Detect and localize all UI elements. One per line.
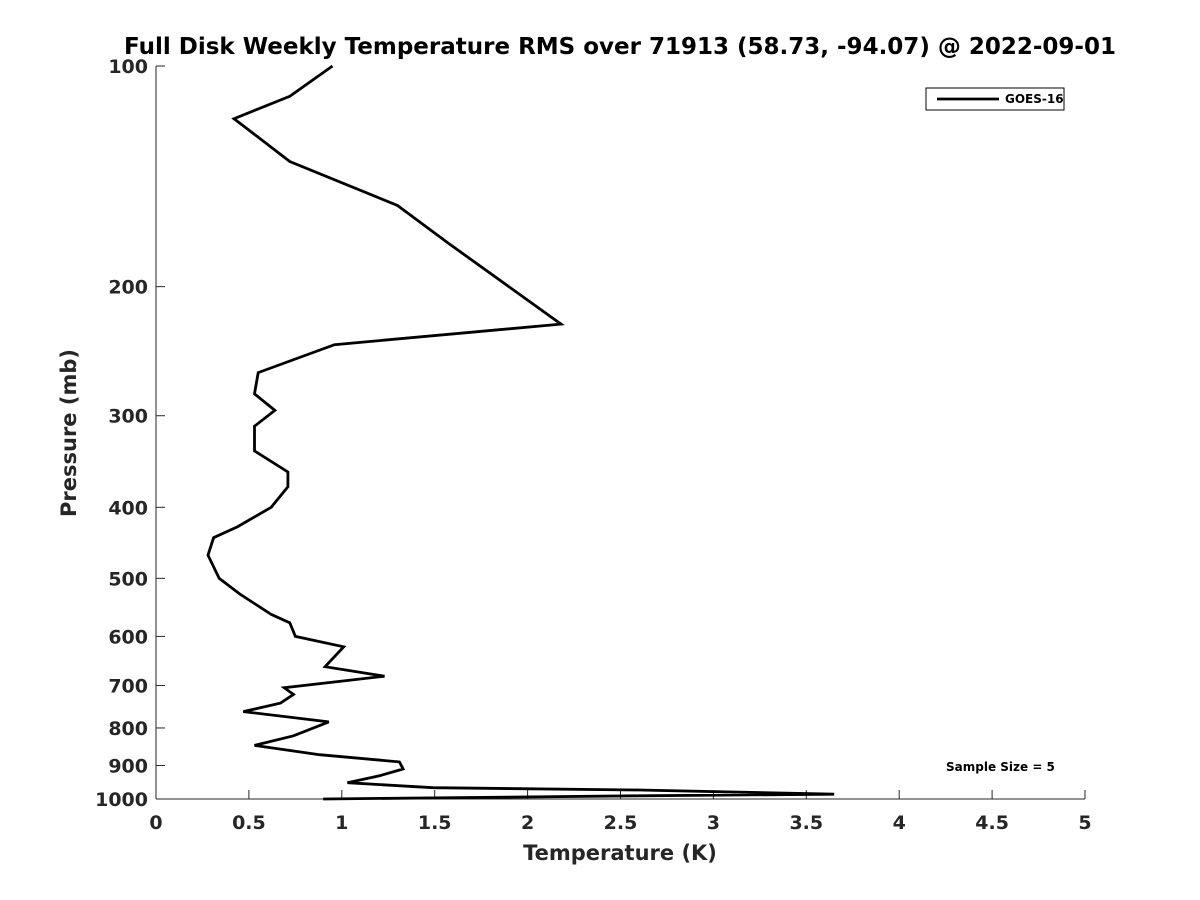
y-tick-label: 900 (108, 755, 148, 777)
x-tick-label: 4.5 (975, 812, 1009, 834)
x-tick-label: 2 (521, 812, 534, 834)
x-tick-label: 0.5 (232, 812, 266, 834)
y-tick-label: 100 (108, 56, 148, 78)
legend: GOES-16 (925, 87, 1065, 111)
x-tick-label: 4 (893, 812, 906, 834)
axes (155, 65, 1086, 800)
x-tick-label: 3 (707, 812, 720, 834)
y-tick-label: 400 (108, 497, 148, 519)
y-tick-label: 1000 (95, 789, 148, 811)
x-tick-label: 2.5 (604, 812, 638, 834)
x-tick-label: 0 (149, 812, 162, 834)
x-tick-label: 1.5 (418, 812, 452, 834)
y-tick-label: 500 (108, 568, 148, 590)
y-tick-label: 300 (108, 406, 148, 428)
legend-entry: GOES-16 (1005, 92, 1064, 106)
y-tick-label: 200 (108, 277, 148, 299)
y-tick-label: 700 (108, 675, 148, 697)
chart-title: Full Disk Weekly Temperature RMS over 71… (124, 34, 1116, 60)
sample-size-annotation: Sample Size = 5 (946, 760, 1055, 774)
x-axis-label: Temperature (K) (523, 841, 717, 865)
y-tick-label: 800 (108, 718, 148, 740)
x-tick-label: 3.5 (789, 812, 823, 834)
x-tick-label: 5 (1078, 812, 1091, 834)
y-tick-label: 600 (108, 626, 148, 648)
series-layer (206, 64, 835, 801)
series-line-goes-16 (206, 64, 835, 801)
y-axis-label: Pressure (mb) (57, 349, 81, 517)
x-tick-label: 1 (335, 812, 348, 834)
tick-labels: 0 0.5 1 1.5 2 2.5 3 3.5 4 4.5 5 100 200 300 400 500 600 7… (95, 56, 1092, 834)
